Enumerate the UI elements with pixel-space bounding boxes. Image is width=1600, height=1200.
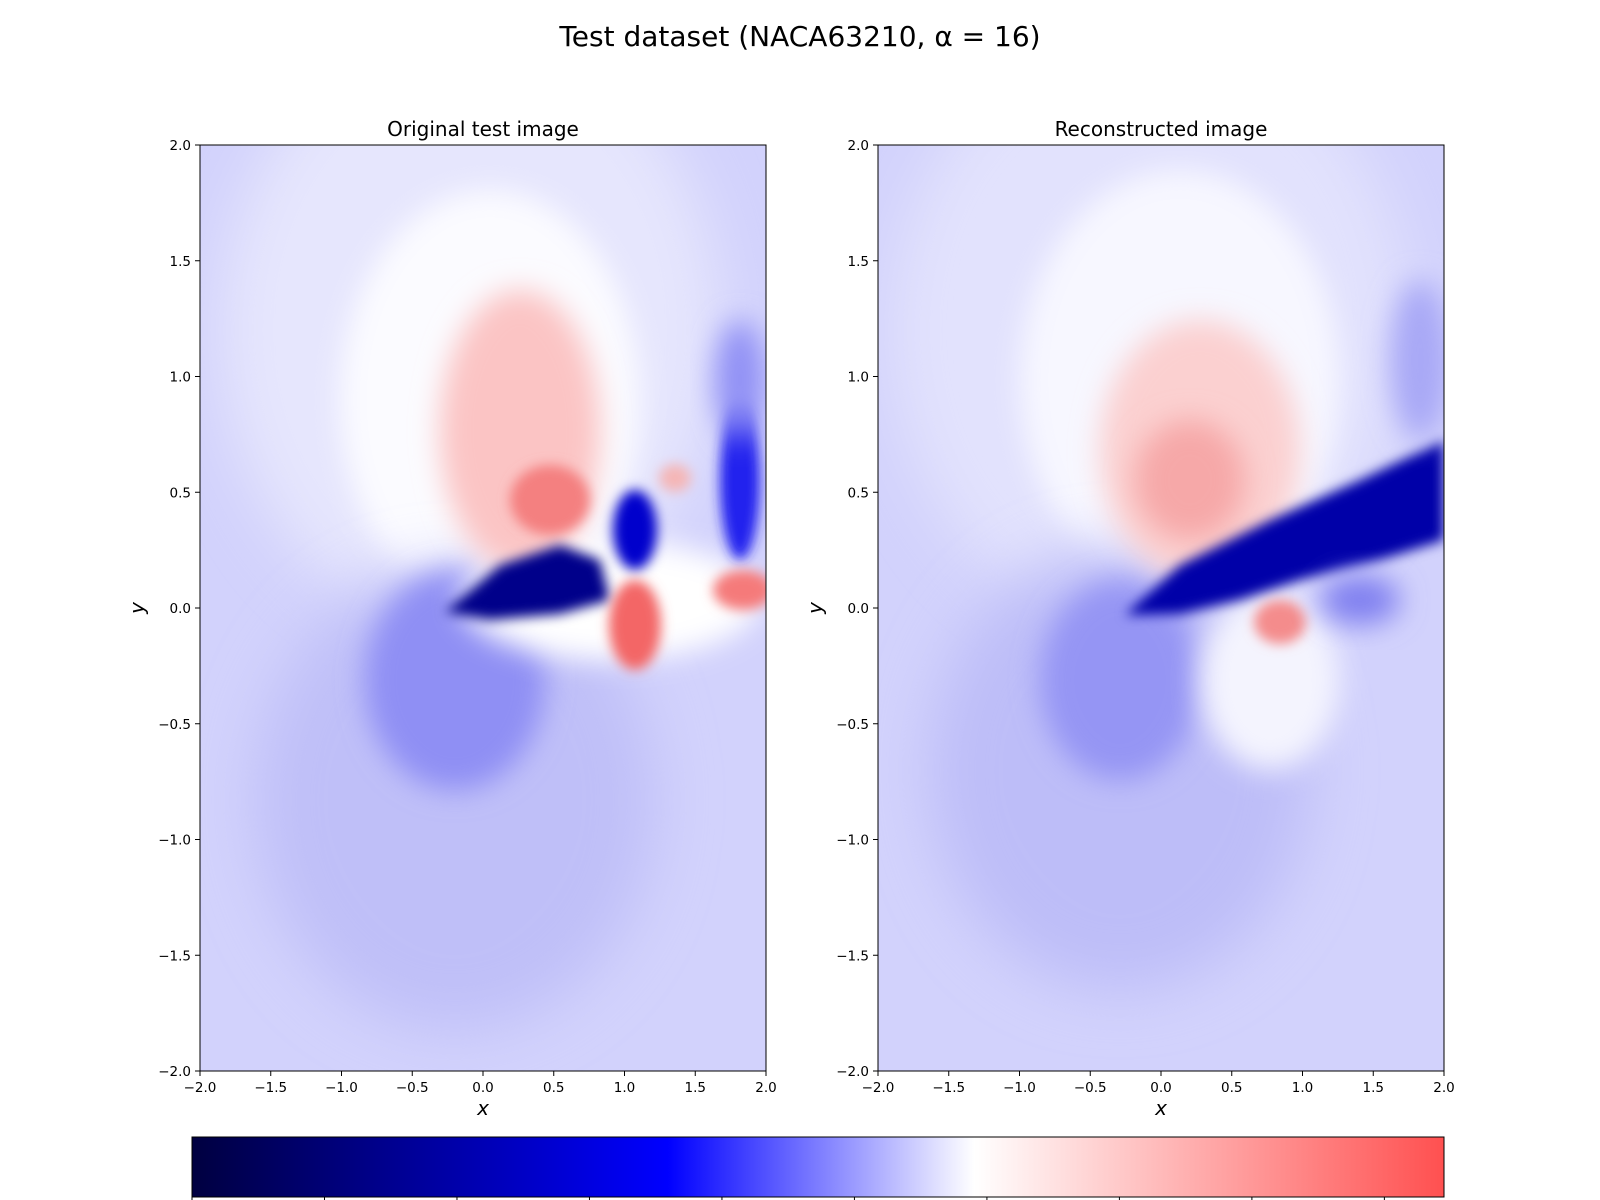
vortex-blue-1 [1390, 280, 1444, 440]
y-tick-label: −1.5 [158, 948, 191, 964]
y-tick-label: 1.0 [848, 370, 869, 386]
x-tick-label: −0.5 [396, 1080, 429, 1096]
suction-core [510, 465, 590, 535]
axis-ticks-original: −2.0 −1.5 −1.0 −0.5 0.0 0.5 1.0 1.5 2.0 2.0 1.5 1.0… [158, 138, 777, 1096]
y-tick-label: −0.5 [158, 717, 191, 733]
vortex-red-1 [609, 580, 661, 670]
ylabel-original: y [125, 601, 149, 615]
xlabel-original: x [476, 1096, 489, 1120]
suction-lobe [440, 290, 600, 570]
vortex-blue-3 [715, 320, 765, 440]
y-tick-label: 1.5 [170, 254, 191, 270]
y-tick-label: −1.5 [836, 948, 869, 964]
colorbar-gradient [191, 1136, 1445, 1198]
y-tick-label: 2.0 [170, 138, 191, 154]
x-tick-label: 2.0 [1433, 1080, 1454, 1096]
x-tick-label: 2.0 [755, 1080, 776, 1096]
y-tick-label: −1.0 [158, 833, 191, 849]
wake-dark [1125, 440, 1444, 615]
x-tick-label: 0.5 [1221, 1080, 1242, 1096]
lower-halo [1200, 590, 1340, 770]
y-tick-label: 1.5 [848, 254, 869, 270]
suction-core [1135, 420, 1245, 540]
x-tick-label: 0.0 [1150, 1080, 1171, 1096]
y-tick-label: −2.0 [158, 1064, 191, 1080]
xlabel-reconstructed: x [1154, 1096, 1167, 1120]
vortex-red-3 [659, 464, 691, 492]
panel-original: Original test image −2.0 −1.5 −1.0 −0.5 0.0 0… [125, 117, 777, 1120]
vortex-blue-2 [720, 400, 760, 560]
vortex-red-2 [713, 570, 766, 610]
y-tick-label: 0.0 [170, 601, 191, 617]
x-tick-label: 1.5 [1363, 1080, 1384, 1096]
y-tick-label: −1.0 [836, 833, 869, 849]
panel-title-original: Original test image [387, 117, 579, 141]
y-tick-label: 0.5 [170, 485, 191, 501]
y-tick-label: −2.0 [836, 1064, 869, 1080]
heatmap-reconstructed [878, 145, 1444, 1071]
vortex-blue-2 [1320, 575, 1400, 625]
x-tick-label: −1.5 [932, 1080, 965, 1096]
colorbar [191, 1136, 1445, 1200]
panel-title-reconstructed: Reconstructed image [1055, 117, 1268, 141]
x-tick-label: −2.0 [184, 1080, 217, 1096]
heatmap-original [200, 145, 766, 1071]
lower-pressure-core [1040, 580, 1200, 780]
axis-ticks-reconstructed: −2.0 −1.5 −1.0 −0.5 0.0 0.5 1.0 1.5 2.0 2.0 1.5 1.0… [836, 138, 1455, 1096]
wake-dark [445, 545, 610, 620]
vortex-blue-1 [613, 490, 657, 570]
x-tick-label: 0.0 [472, 1080, 493, 1096]
y-tick-label: −0.5 [836, 717, 869, 733]
x-tick-label: −1.0 [1003, 1080, 1036, 1096]
y-tick-label: 2.0 [848, 138, 869, 154]
y-tick-label: 0.0 [848, 601, 869, 617]
x-tick-label: 0.5 [543, 1080, 564, 1096]
x-tick-label: −0.5 [1074, 1080, 1107, 1096]
y-tick-label: 1.0 [170, 370, 191, 386]
panel-reconstructed: Reconstructed image −2.0 −1.5 −1.0 −0.5 0.0 0… [803, 117, 1455, 1120]
x-tick-label: −1.0 [325, 1080, 358, 1096]
ylabel-reconstructed: y [803, 601, 827, 615]
vortex-red-1 [1254, 600, 1306, 644]
x-tick-label: 1.0 [614, 1080, 635, 1096]
figure-title: Test dataset (NACA63210, α = 16) [558, 20, 1040, 53]
x-tick-label: −1.5 [254, 1080, 287, 1096]
x-tick-label: 1.0 [1292, 1080, 1313, 1096]
y-tick-label: 0.5 [848, 485, 869, 501]
lower-pressure-region [255, 570, 655, 1030]
x-tick-label: −2.0 [862, 1080, 895, 1096]
x-tick-label: 1.5 [685, 1080, 706, 1096]
